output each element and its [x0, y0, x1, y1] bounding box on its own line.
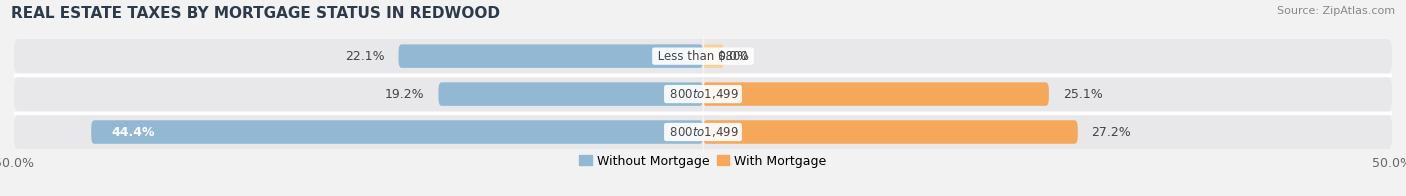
FancyBboxPatch shape [14, 77, 1392, 111]
FancyBboxPatch shape [703, 120, 1078, 144]
Text: Less than $800: Less than $800 [654, 50, 752, 63]
Text: 25.1%: 25.1% [1063, 88, 1102, 101]
FancyBboxPatch shape [14, 115, 1392, 149]
FancyBboxPatch shape [703, 82, 1049, 106]
FancyBboxPatch shape [703, 44, 724, 68]
Text: REAL ESTATE TAXES BY MORTGAGE STATUS IN REDWOOD: REAL ESTATE TAXES BY MORTGAGE STATUS IN … [11, 6, 501, 21]
Text: 27.2%: 27.2% [1091, 125, 1132, 139]
Text: Source: ZipAtlas.com: Source: ZipAtlas.com [1277, 6, 1395, 16]
FancyBboxPatch shape [14, 39, 1392, 73]
FancyBboxPatch shape [398, 44, 703, 68]
FancyBboxPatch shape [439, 82, 703, 106]
Text: 22.1%: 22.1% [344, 50, 385, 63]
Text: $800 to $1,499: $800 to $1,499 [666, 87, 740, 101]
Text: $800 to $1,499: $800 to $1,499 [666, 125, 740, 139]
Legend: Without Mortgage, With Mortgage: Without Mortgage, With Mortgage [574, 150, 832, 172]
FancyBboxPatch shape [91, 120, 703, 144]
Text: 44.4%: 44.4% [112, 125, 156, 139]
Text: 0.0%: 0.0% [717, 50, 749, 63]
Text: 19.2%: 19.2% [385, 88, 425, 101]
